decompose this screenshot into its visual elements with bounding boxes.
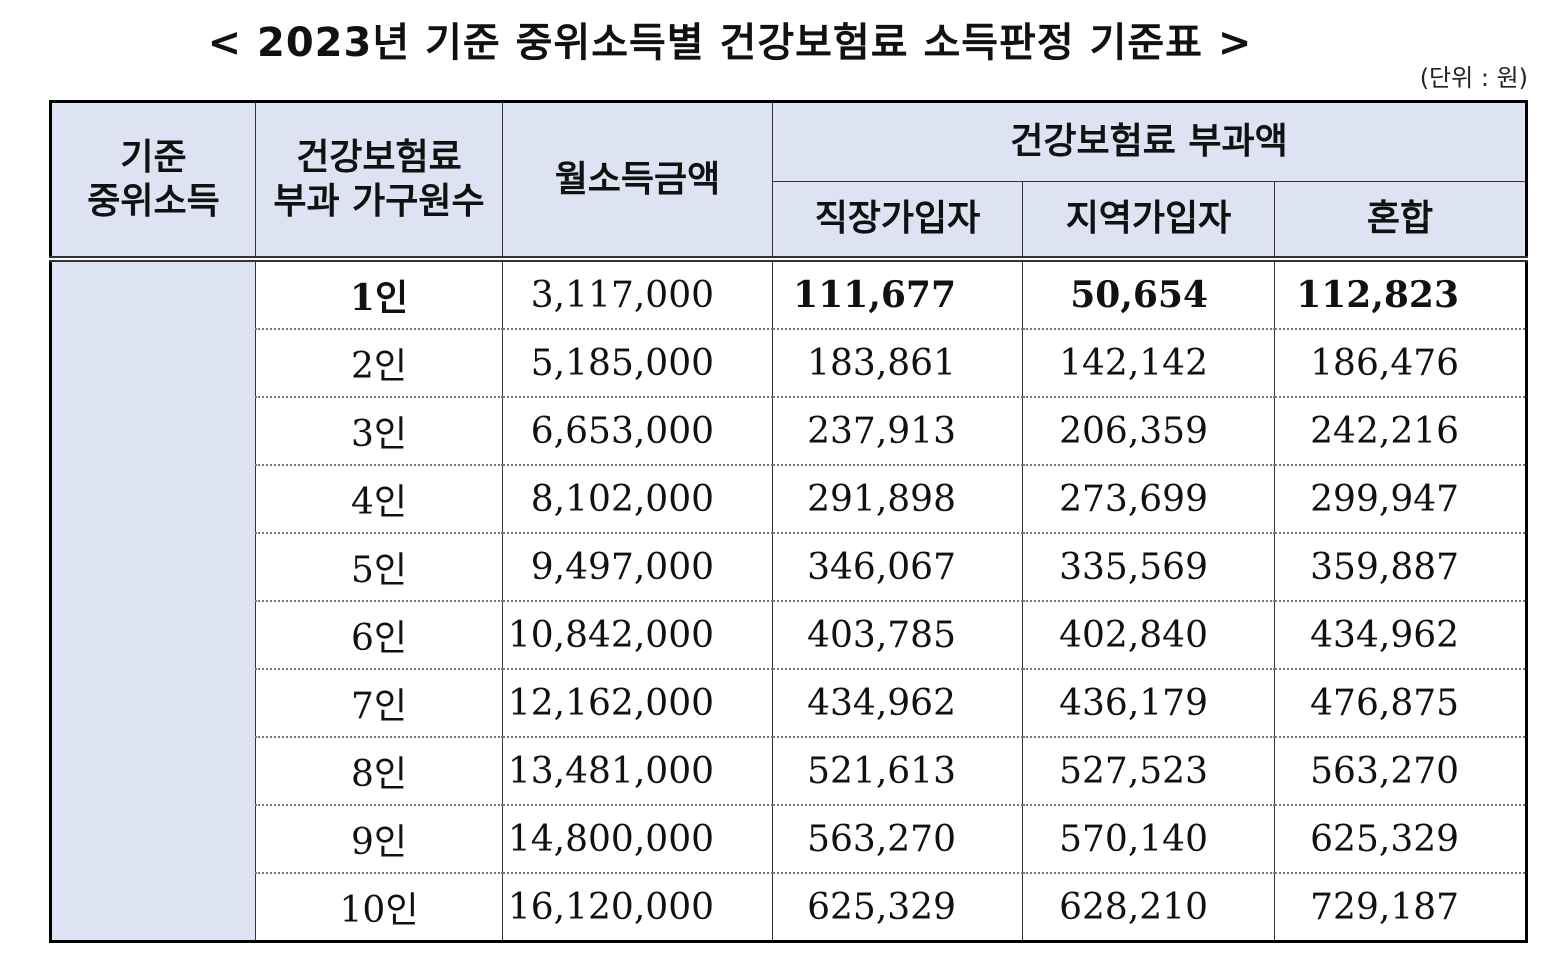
unit-label: (단위 : 원) (1419, 64, 1528, 92)
household-cell: 1인 (255, 259, 503, 330)
monthly-income-cell: 5,185,000 (502, 329, 773, 398)
table-row: 8인 13,481,000 521,613 527,523 563,270 (51, 737, 1528, 806)
household-cell: 5인 (255, 533, 503, 602)
table-row: 1인 3,117,000 111,677 50,654 112,823 (50, 259, 1528, 942)
mixed-premium-cell: 186,476 (1273, 329, 1528, 398)
employee-premium-cell: 237,913 (772, 397, 1023, 466)
regional-premium-cell: 335,569 (1022, 533, 1275, 602)
income-premium-table: 기준 중위소득 건강보험료 부과 가구원수 월소득금액 건강보험료 부과액 직장… (49, 100, 1529, 943)
header-median-income-line2: 중위소득 (87, 180, 220, 222)
monthly-income-cell: 3,117,000 (502, 259, 773, 330)
employee-premium-cell: 434,962 (772, 669, 1023, 738)
header-monthly-income: 월소득금액 (502, 101, 773, 262)
monthly-income-cell: 16,120,000 (502, 873, 773, 942)
household-cell: 7인 (255, 669, 503, 738)
household-cell: 3인 (255, 397, 503, 466)
table-row: 5인 9,497,000 346,067 335,569 359,887 (51, 533, 1528, 602)
regional-premium-cell: 402,840 (1022, 601, 1275, 670)
header-employee: 직장가입자 (772, 181, 1023, 262)
regional-premium-cell: 142,142 (1022, 329, 1275, 398)
regional-premium-cell: 570,140 (1022, 805, 1275, 874)
header-household: 건강보험료 부과 가구원수 (255, 101, 503, 262)
header-regional: 지역가입자 (1022, 181, 1275, 262)
employee-premium-cell: 563,270 (772, 805, 1023, 874)
mixed-premium-cell: 242,216 (1273, 397, 1528, 466)
employee-premium-cell: 625,329 (772, 873, 1023, 942)
mixed-premium-cell: 359,887 (1273, 533, 1528, 602)
monthly-income-cell: 10,842,000 (502, 601, 773, 670)
header-mixed: 혼합 (1273, 181, 1528, 262)
header-median-income: 기준 중위소득 (50, 101, 256, 262)
page-title: < 2023년 기준 중위소득별 건강보험료 소득판정 기준표 > (207, 20, 1253, 66)
monthly-income-cell: 9,497,000 (502, 533, 773, 602)
mixed-premium-cell: 299,947 (1273, 465, 1528, 534)
regional-premium-cell: 628,210 (1022, 873, 1275, 942)
monthly-income-cell: 6,653,000 (502, 397, 773, 466)
header-median-income-line1: 기준 (120, 137, 187, 179)
household-cell: 9인 (255, 805, 503, 874)
household-cell: 8인 (255, 737, 503, 806)
table-row: 10인 16,120,000 625,329 628,210 729,187 (51, 873, 1528, 942)
median-income-group (50, 259, 256, 942)
mixed-premium-cell: 625,329 (1273, 805, 1528, 874)
monthly-income-cell: 13,481,000 (502, 737, 773, 806)
regional-premium-cell: 273,699 (1022, 465, 1275, 534)
mixed-premium-cell: 563,270 (1273, 737, 1528, 806)
table-row: 9인 14,800,000 563,270 570,140 625,329 (51, 805, 1528, 874)
employee-premium-cell: 403,785 (772, 601, 1023, 670)
monthly-income-cell: 14,800,000 (502, 805, 773, 874)
household-cell: 6인 (255, 601, 503, 670)
mixed-premium-cell: 729,187 (1273, 873, 1528, 942)
monthly-income-cell: 12,162,000 (502, 669, 773, 738)
header-premium-group: 건강보험료 부과액 (771, 101, 1528, 182)
regional-premium-cell: 527,523 (1022, 737, 1275, 806)
mixed-premium-cell: 112,823 (1273, 259, 1528, 330)
regional-premium-cell: 436,179 (1022, 669, 1275, 738)
table-row: 3인 6,653,000 237,913 206,359 242,216 (51, 397, 1528, 466)
household-cell: 2인 (255, 329, 503, 398)
monthly-income-cell: 8,102,000 (502, 465, 773, 534)
table-row: 6인 10,842,000 403,785 402,840 434,962 (51, 601, 1528, 670)
table-row: 2인 5,185,000 183,861 142,142 186,476 (51, 329, 1528, 398)
header-household-line1: 건강보험료 (296, 137, 462, 179)
mixed-premium-cell: 476,875 (1273, 669, 1528, 738)
employee-premium-cell: 521,613 (772, 737, 1023, 806)
table-row: 7인 12,162,000 434,962 436,179 476,875 (51, 669, 1528, 738)
household-cell: 4인 (255, 465, 503, 534)
employee-premium-cell: 291,898 (772, 465, 1023, 534)
household-cell: 10인 (255, 873, 503, 942)
employee-premium-cell: 346,067 (772, 533, 1023, 602)
table-row: 4인 8,102,000 291,898 273,699 299,947 (51, 465, 1528, 534)
header-household-line2: 부과 가구원수 (273, 180, 485, 222)
mixed-premium-cell: 434,962 (1273, 601, 1528, 670)
regional-premium-cell: 206,359 (1022, 397, 1275, 466)
employee-premium-cell: 183,861 (772, 329, 1023, 398)
table-body: 1인 3,117,000 111,677 50,654 112,823 2인 5,185,0… (50, 259, 1528, 942)
regional-premium-cell: 50,654 (1022, 259, 1275, 330)
employee-premium-cell: 111,677 (772, 259, 1023, 330)
